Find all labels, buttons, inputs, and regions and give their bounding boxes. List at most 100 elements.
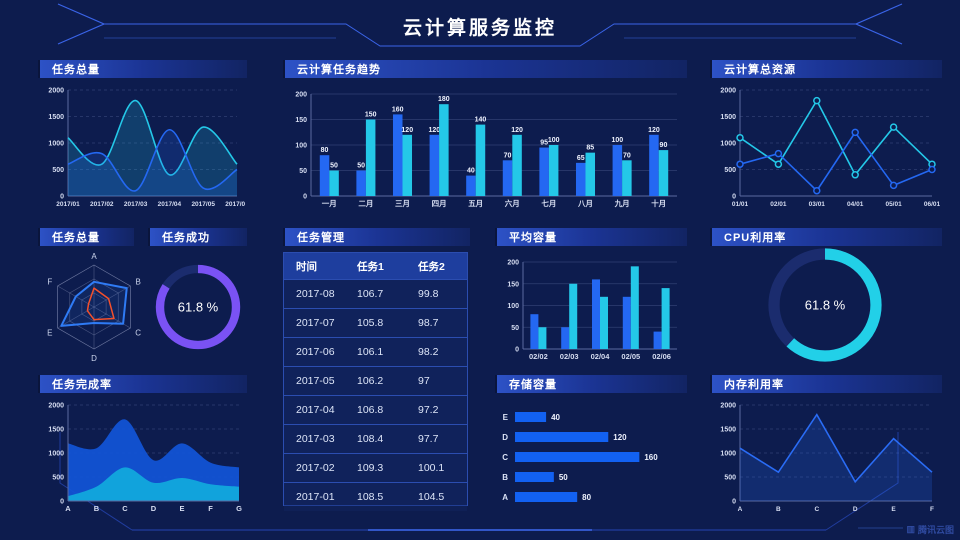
chart-cpu-usage-gauge: 61.8 % (710, 246, 940, 364)
svg-text:四月: 四月 (432, 199, 447, 208)
svg-text:120: 120 (428, 127, 440, 134)
svg-text:1500: 1500 (48, 427, 64, 434)
svg-text:120: 120 (648, 127, 660, 134)
table-row: 2017-06 106.1 98.2 (284, 337, 467, 366)
svg-text:65: 65 (577, 155, 585, 162)
svg-text:70: 70 (504, 152, 512, 159)
table-cell: 98.7 (418, 317, 439, 329)
table-header-cell: 时间 (296, 260, 317, 273)
table-cell: 109.3 (357, 462, 384, 474)
svg-text:2000: 2000 (48, 88, 64, 95)
svg-text:500: 500 (724, 475, 736, 482)
svg-text:C: C (135, 329, 141, 338)
svg-text:E: E (179, 504, 184, 513)
table-header-cell: 任务1 (357, 260, 384, 273)
svg-text:120: 120 (511, 127, 523, 134)
svg-text:九月: 九月 (614, 198, 630, 208)
panel-header-cloud-task-trend: 云计算任务趋势 (283, 60, 687, 78)
table-cell: 2017-04 (296, 404, 335, 416)
svg-text:一月: 一月 (322, 199, 337, 208)
svg-text:05/01: 05/01 (885, 201, 902, 208)
svg-text:1000: 1000 (720, 451, 736, 458)
chart-memory-usage: 0 500 1000 1500 2000 A B C D E F (710, 397, 940, 515)
panel-header-task-manage: 任务管理 (283, 228, 470, 246)
panel-title: 任务总量 (52, 64, 100, 76)
table-cell: 106.7 (357, 288, 384, 300)
panel-title: 任务完成率 (52, 379, 112, 391)
panel-header-avg-capacity: 平均容量 (495, 228, 687, 246)
table-row: 2017-05 106.2 97 (284, 366, 467, 395)
svg-text:1000: 1000 (720, 141, 736, 148)
svg-text:B: B (94, 504, 100, 513)
svg-text:C: C (814, 506, 819, 513)
svg-text:八月: 八月 (577, 199, 593, 208)
brand-label: 腾讯云图 (917, 525, 954, 535)
table-cell: 106.8 (357, 404, 384, 416)
svg-text:2017/05: 2017/05 (191, 201, 215, 208)
svg-text:2017/01: 2017/01 (56, 201, 80, 208)
table-cell: 2017-02 (296, 462, 335, 474)
svg-text:E: E (503, 413, 509, 422)
svg-text:80: 80 (582, 493, 591, 502)
svg-text:0: 0 (732, 194, 736, 201)
table-cell: 2017-01 (296, 491, 335, 503)
svg-text:二月: 二月 (358, 199, 373, 208)
table-row: 2017-03 108.4 97.7 (284, 424, 467, 453)
svg-text:150: 150 (295, 117, 307, 124)
svg-text:02/02: 02/02 (529, 352, 548, 361)
table-cell: 2017-05 (296, 375, 335, 387)
table-cell: 97.7 (418, 433, 439, 445)
table-cell: 100.1 (418, 462, 445, 474)
svg-text:D: D (502, 433, 508, 442)
svg-text:50: 50 (559, 473, 568, 482)
svg-text:F: F (47, 278, 52, 287)
chart-task-complete: 0 500 1000 1500 2000 A B C D E F G (38, 397, 245, 515)
table-header-row: 时间 任务1 任务2 (284, 253, 467, 279)
svg-text:B: B (502, 473, 508, 482)
task-manage-table: 时间 任务1 任务2 2017-08 106.7 99.8 2017-07 105.8 98.7… (283, 252, 468, 511)
svg-text:B: B (135, 278, 140, 287)
svg-text:0: 0 (60, 194, 64, 201)
svg-text:50: 50 (299, 168, 307, 175)
table-row: 2017-02 109.3 100.1 (284, 453, 467, 482)
svg-text:150: 150 (365, 112, 377, 119)
svg-text:A: A (65, 504, 71, 513)
svg-text:D: D (853, 506, 858, 513)
svg-text:100: 100 (611, 137, 623, 144)
chart-task-total-radar: A B C D E F (38, 250, 150, 364)
svg-text:F: F (930, 506, 934, 513)
table-cell: 99.8 (418, 288, 439, 300)
svg-text:150: 150 (507, 281, 519, 288)
svg-text:1500: 1500 (720, 427, 736, 434)
svg-text:61.8 %: 61.8 % (805, 298, 846, 313)
svg-text:200: 200 (507, 260, 519, 267)
panel-header-task-total-line: 任务总量 (38, 60, 247, 78)
panel-header-task-success: 任务成功 (148, 228, 247, 246)
svg-text:2017/02: 2017/02 (90, 201, 114, 208)
table-cell: 98.2 (418, 346, 439, 358)
table-row: 2017-01 108.5 104.5 (284, 482, 467, 511)
svg-text:100: 100 (295, 143, 307, 150)
table-cell: 2017-08 (296, 288, 335, 300)
svg-text:02/03: 02/03 (560, 352, 579, 361)
svg-text:500: 500 (52, 475, 64, 482)
svg-text:1500: 1500 (720, 114, 736, 121)
chart-cloud-total-resource: 0 500 1000 1500 2000 01/01 02/01 03/01 04/01 05/0… (710, 82, 940, 210)
svg-text:三月: 三月 (395, 199, 410, 208)
svg-text:A: A (502, 493, 508, 502)
svg-text:02/05: 02/05 (621, 352, 640, 361)
svg-text:50: 50 (511, 325, 519, 332)
svg-text:180: 180 (438, 96, 450, 103)
brand-icon: ▥ (906, 524, 915, 534)
svg-text:A: A (738, 506, 743, 513)
svg-text:500: 500 (52, 167, 64, 174)
svg-text:1000: 1000 (48, 141, 64, 148)
table-cell: 2017-07 (296, 317, 335, 329)
chart-task-total-line: 0 500 1000 1500 2000 2017/01 2017/02 2017/03 201… (38, 82, 245, 210)
svg-text:0: 0 (732, 499, 736, 506)
svg-text:1000: 1000 (48, 451, 64, 458)
svg-text:40: 40 (467, 168, 475, 175)
svg-text:120: 120 (613, 433, 627, 442)
svg-text:160: 160 (392, 106, 404, 113)
table-cell: 108.5 (357, 491, 384, 503)
